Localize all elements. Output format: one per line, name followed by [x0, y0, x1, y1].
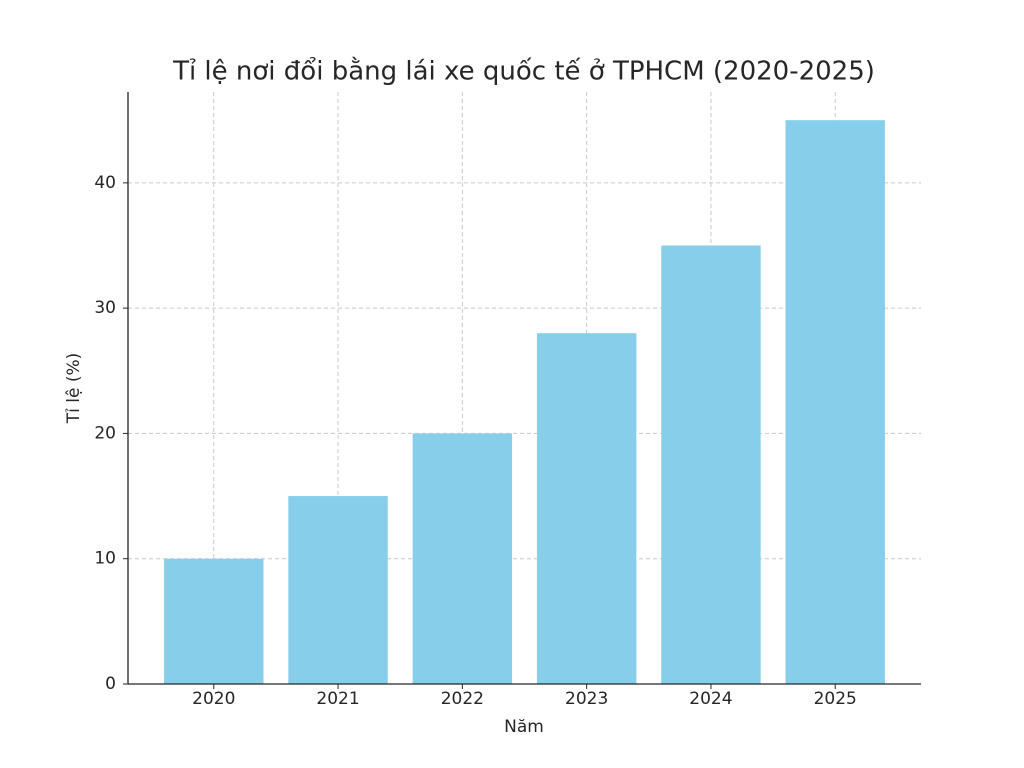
y-tick-label: 40: [94, 173, 116, 193]
marks: [164, 120, 885, 684]
x-tick-label: 2023: [565, 689, 608, 709]
chart-title: Tỉ lệ nơi đổi bằng lái xe quốc tế ở TPHC…: [172, 56, 875, 87]
bar: [412, 433, 513, 684]
y-tick-label: 20: [94, 423, 116, 443]
bar: [536, 333, 637, 684]
x-axis-label: Năm: [504, 717, 544, 737]
bar: [164, 558, 264, 684]
x-tick-label: 2021: [316, 689, 359, 709]
y-tick-label: 0: [105, 674, 116, 694]
x-tick-label: 2025: [814, 689, 857, 709]
y-axis-label: Tỉ lệ (%): [64, 353, 84, 425]
bar: [661, 245, 761, 684]
x-tick-label: 2020: [192, 689, 235, 709]
y-tick-label: 30: [94, 298, 116, 318]
x-tick-label: 2022: [441, 689, 484, 709]
y-tick-label: 10: [94, 549, 116, 569]
x-tick-label: 2024: [689, 689, 732, 709]
bar: [785, 120, 885, 684]
bar: [288, 496, 388, 684]
